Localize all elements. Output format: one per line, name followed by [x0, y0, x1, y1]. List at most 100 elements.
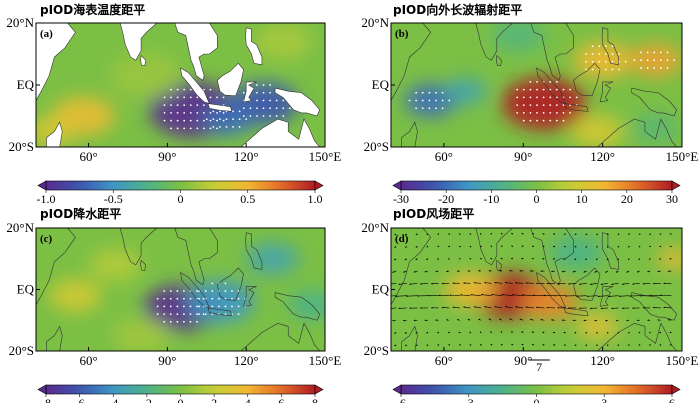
lat-tick-label: 20°N: [6, 220, 34, 235]
colorbar-tick-label: -10: [483, 192, 499, 206]
colorbar-tick-label: 6: [278, 396, 284, 403]
lat-tick-label: EQ: [17, 77, 35, 92]
lon-tick-label: 120°: [590, 353, 615, 368]
colorbar-d: -6 -3 0 3 6: [392, 384, 681, 403]
anomaly-blob: [112, 317, 170, 351]
colorbar-c: -8 -6 -4 -2 0 2 4 6 8: [37, 384, 324, 403]
anomaly-blob: [254, 23, 312, 60]
colorbar-tick-label: 2: [211, 396, 217, 403]
lat-tick-label: 20°N: [361, 220, 389, 235]
anomaly-blob: [246, 242, 299, 276]
colorbar-tick-label: -3: [464, 396, 474, 403]
colorbar-tick-label: -30: [393, 192, 409, 206]
anomaly-blob: [201, 102, 255, 136]
anomaly-blob: [185, 280, 255, 323]
colorbar-tick-label: -0.5: [104, 192, 123, 206]
anomaly-blob: [576, 313, 619, 340]
lon-tick-label: 120°: [234, 353, 259, 368]
anomaly-blob: [520, 283, 579, 320]
anomaly-blob: [443, 78, 487, 105]
panel-d: pIOD风场距平 7 (d) 20°N EQ 20°S 60° 90° 120° 150°E -6…: [361, 207, 698, 403]
lat-tick-label: 20°N: [361, 15, 389, 30]
lon-tick-label: 60°: [79, 353, 97, 368]
lat-tick-label: 20°N: [6, 15, 34, 30]
colorbar-tick-label: 20: [621, 192, 633, 206]
field-c: [36, 228, 325, 351]
colorbar-tick-label: -8: [41, 396, 51, 403]
colorbar-tick-label: -20: [438, 192, 454, 206]
panel-label: (a): [40, 28, 53, 40]
coastlines: [36, 228, 321, 351]
lon-tick-label: 150°E: [309, 149, 342, 164]
lon-tick-label: 90°: [158, 149, 176, 164]
panel-d-map: 7 (d) 20°N EQ 20°S 60° 90° 120° 150°E -6 -3 0 3 6: [361, 220, 698, 403]
lat-tick-label: EQ: [17, 282, 35, 297]
colorbar-tick-label: 0: [178, 192, 184, 206]
panel-label: (c): [40, 233, 53, 245]
colorbar-tick-label: 0: [534, 396, 540, 403]
lon-tick-label: 150°E: [666, 353, 699, 368]
lon-tick-label: 90°: [514, 353, 532, 368]
anomaly-blob: [549, 236, 603, 270]
panel-c-map: (c) 20°N EQ 20°S 60° 90° 120° 150°E -8 -6 -4 -2 0 2 4 6…: [6, 220, 341, 403]
colorbar-tick-label: -2: [142, 396, 152, 403]
lat-tick-label: EQ: [372, 77, 390, 92]
significance-stipple: [156, 282, 247, 323]
anomaly-blob: [49, 279, 102, 312]
anomaly-blob: [443, 273, 497, 306]
colorbar-tick-label: 0: [178, 396, 184, 403]
panel-b-map: (b) 20°N EQ 20°S 60° 90° 120° 150°E -30 -20 -10 0 10…: [361, 15, 698, 206]
lon-tick-label: 120°: [234, 149, 259, 164]
panel-a-title: pIOD海表温度距平: [40, 2, 145, 17]
colorbar-tick-label: 0: [534, 192, 540, 206]
anomaly-blob: [658, 248, 682, 269]
coastlines: [36, 23, 321, 147]
lon-tick-label: 120°: [590, 149, 615, 164]
colorbar-tick-label: -6: [75, 396, 85, 403]
lon-tick-label: 150°E: [666, 149, 699, 164]
panel-d-title: pIOD风场距平: [393, 207, 474, 221]
anomaly-blob: [288, 290, 325, 320]
field-b: [391, 23, 682, 147]
lat-tick-label: 20°S: [364, 343, 389, 358]
panel-a: pIOD海表温度距平 (a) 20°N EQ 20°S 60° 90° 120° 150°E -…: [6, 2, 341, 206]
panel-a-map: (a) 20°N EQ 20°S 60° 90° 120° 150°E -1.0 -0.5 0 0.5…: [6, 15, 341, 206]
coastlines: [391, 228, 678, 351]
colorbar-tick-label: 8: [312, 396, 318, 403]
colorbar-tick-label: -1.0: [37, 192, 56, 206]
reference-vector-label: 7: [536, 360, 542, 374]
lat-tick-label: 20°S: [364, 139, 389, 154]
colorbar-tick-label: 6: [669, 396, 675, 403]
lon-tick-label: 60°: [435, 149, 453, 164]
panel-b-title: pIOD向外长波辐射距平: [393, 2, 522, 17]
anomaly-blob: [570, 115, 624, 147]
colorbar-tick-label: 4: [245, 396, 251, 403]
lon-tick-label: 60°: [79, 149, 97, 164]
anomaly-blob: [404, 84, 458, 117]
anomaly-blob: [631, 113, 680, 144]
field-a: [36, 23, 325, 147]
colorbar-tick-label: 10: [576, 192, 588, 206]
significance-stipple: [163, 84, 291, 130]
panel-b: pIOD向外长波辐射距平 (b) 20°N EQ 20°S 60° 90° 120° 150°…: [361, 2, 698, 206]
colorbar-tick-label: -6: [396, 396, 406, 403]
anomaly-blob: [629, 43, 682, 77]
colorbar-tick-label: 0.5: [240, 192, 255, 206]
colorbar-tick-label: 1.0: [308, 192, 323, 206]
colorbar-b: -30 -20 -10 0 10 20 30: [392, 180, 681, 206]
anomaly-blob: [573, 42, 632, 79]
colorbar-tick-label: -4: [108, 396, 118, 403]
lat-tick-label: 20°S: [9, 139, 34, 154]
panel-label: (d): [395, 233, 409, 245]
field-d: [391, 228, 682, 351]
coastlines: [391, 23, 678, 147]
panel-label: (b): [395, 28, 409, 40]
colorbar-tick-label: 30: [666, 192, 678, 206]
lon-tick-label: 60°: [435, 353, 453, 368]
lon-tick-label: 150°E: [309, 353, 342, 368]
lon-tick-label: 90°: [514, 149, 532, 164]
anomaly-blob: [502, 77, 587, 130]
wind-vectors: [391, 232, 672, 347]
